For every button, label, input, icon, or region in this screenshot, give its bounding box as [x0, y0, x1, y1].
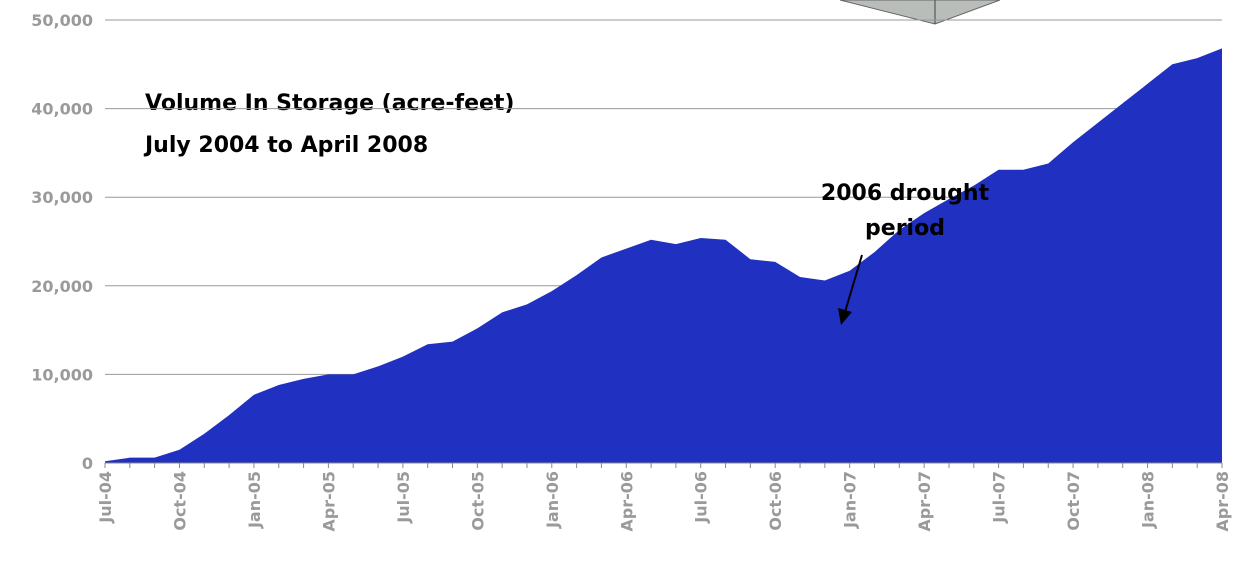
x-tick-label: Oct-06 [766, 471, 785, 531]
x-tick-label: Oct-07 [1064, 471, 1083, 531]
y-tick-label: 30,000 [31, 188, 93, 207]
x-tick-label: Jul-06 [692, 471, 711, 524]
y-tick-label: 40,000 [31, 100, 93, 119]
x-tick-label: Jul-04 [96, 471, 115, 524]
y-tick-label: 20,000 [31, 277, 93, 296]
x-tick-label: Oct-04 [170, 471, 189, 531]
x-tick-label: Apr-08 [1213, 471, 1232, 532]
chart-subtitle: July 2004 to April 2008 [143, 133, 428, 158]
x-tick-label: Jan-07 [841, 471, 860, 529]
x-tick-label: Oct-05 [468, 471, 487, 531]
chart-title: Volume In Storage (acre-feet) [145, 91, 514, 116]
annotation: period [865, 216, 945, 241]
x-tick-label: Apr-05 [319, 471, 338, 532]
y-tick-label: 50,000 [31, 11, 93, 30]
x-tick-label: Jan-05 [245, 471, 264, 529]
x-tick-label: Jan-08 [1139, 471, 1158, 529]
x-tick-label: Jul-05 [394, 471, 413, 524]
x-tick-label: Jul-07 [990, 471, 1009, 524]
x-tick-label: Jan-06 [543, 471, 562, 529]
y-tick-label: 10,000 [31, 365, 93, 384]
x-tick-label: Apr-06 [617, 471, 636, 532]
x-tick-label: Apr-07 [915, 471, 934, 532]
chart: Volume In Storage (acre-feet) July 2004 … [0, 0, 1238, 563]
y-tick-label: 0 [82, 454, 93, 473]
annotation: 2006 drought [821, 181, 990, 206]
